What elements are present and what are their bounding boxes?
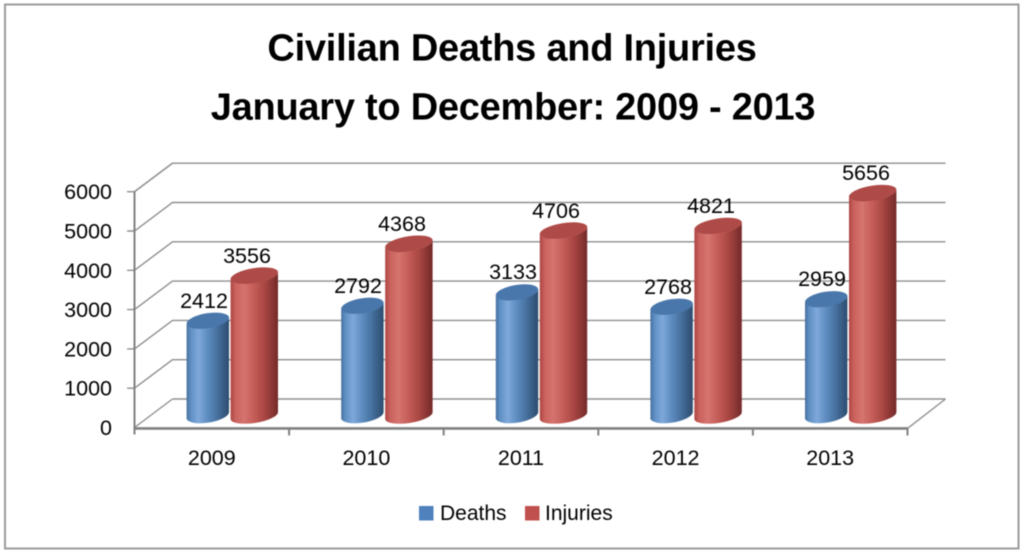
- svg-text:0: 0: [100, 416, 112, 440]
- svg-text:2012: 2012: [652, 446, 700, 470]
- svg-text:4706: 4706: [532, 199, 580, 223]
- svg-text:January to December: 2009 - 20: January to December: 2009 - 2013: [211, 87, 816, 129]
- svg-text:2013: 2013: [806, 446, 854, 470]
- svg-text:2959: 2959: [798, 267, 846, 291]
- svg-text:2010: 2010: [342, 446, 390, 470]
- svg-text:2000: 2000: [64, 337, 112, 361]
- svg-text:Deaths: Deaths: [440, 502, 507, 525]
- svg-text:3000: 3000: [64, 298, 112, 322]
- svg-text:2768: 2768: [644, 275, 692, 299]
- svg-text:3556: 3556: [223, 244, 271, 268]
- svg-text:6000: 6000: [64, 180, 112, 204]
- svg-text:5656: 5656: [842, 161, 890, 185]
- svg-text:1000: 1000: [64, 377, 112, 401]
- svg-text:2009: 2009: [188, 446, 236, 470]
- svg-text:4368: 4368: [378, 212, 426, 236]
- svg-text:2011: 2011: [498, 446, 544, 470]
- svg-text:3133: 3133: [489, 260, 537, 284]
- svg-text:2412: 2412: [180, 289, 228, 313]
- svg-text:Civilian Deaths and Injuries: Civilian Deaths and Injuries: [267, 28, 756, 70]
- svg-text:5000: 5000: [64, 220, 112, 244]
- svg-text:4821: 4821: [687, 194, 735, 218]
- svg-text:4000: 4000: [64, 259, 112, 283]
- svg-text:2792: 2792: [334, 274, 382, 298]
- svg-text:Injuries: Injuries: [545, 502, 613, 525]
